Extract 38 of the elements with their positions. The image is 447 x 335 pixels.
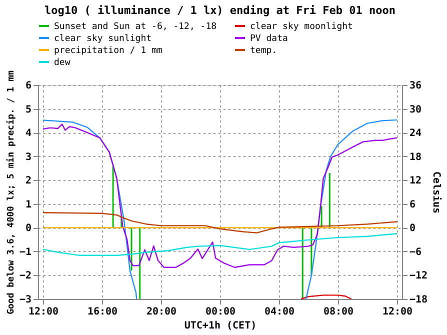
y2-tick-label: −6 <box>410 246 422 258</box>
y-axis-title: Good below 3.6, 4000 lx; 5 min precip. / 1 mm <box>5 70 16 314</box>
y2-tick-label: 6 <box>410 199 416 210</box>
y2-axis-title: Celsius <box>430 171 443 214</box>
x-tick-label: 20:00 <box>146 306 177 318</box>
legend-label: clear sky sunlight <box>54 34 152 44</box>
legend-label: clear sky moonlight <box>250 22 353 32</box>
x-axis-title: UTC+1h (CET) <box>184 320 257 332</box>
x-tick-label: 04:00 <box>264 306 295 318</box>
y2-tick-label: 12 <box>410 176 422 187</box>
y-tick-label: 5 <box>25 104 32 116</box>
y2-tick-label: −18 <box>410 294 428 306</box>
y-tick-label: 6 <box>25 80 32 92</box>
chart-title: log10 ( illuminance / 1 lx) ending at Fri Feb 01 noon <box>44 4 396 17</box>
x-tick-label: 12:00 <box>382 306 413 318</box>
y2-tick-label: 24 <box>410 128 422 140</box>
y-tick-label: −3 <box>19 294 32 306</box>
y-tick-label: 0 <box>25 223 32 234</box>
legend-label: dew <box>54 58 71 68</box>
y2-tick-label: 0 <box>410 223 416 234</box>
y-tick-label: −1 <box>19 246 32 258</box>
legend-label: PV data <box>250 34 288 44</box>
y-tick-label: 1 <box>25 199 32 210</box>
legend-label: temp. <box>250 46 278 56</box>
x-tick-label: 00:00 <box>205 306 236 318</box>
legend-label: precipitation / 1 mm <box>54 46 162 56</box>
y2-tick-label: 30 <box>410 104 422 116</box>
y-tick-label: 4 <box>25 128 32 140</box>
x-tick-label: 16:00 <box>87 306 118 318</box>
x-tick-label: 12:00 <box>28 306 59 318</box>
y2-tick-label: −12 <box>410 270 428 282</box>
y2-tick-label: 18 <box>410 152 422 163</box>
y2-tick-label: 36 <box>410 80 422 92</box>
y-tick-label: 3 <box>25 152 32 163</box>
y-tick-label: 2 <box>25 176 32 187</box>
y-tick-label: −2 <box>19 270 32 282</box>
x-tick-label: 08:00 <box>323 306 354 318</box>
legend-label: Sunset and Sun at -6, -12, -18 <box>54 22 217 32</box>
